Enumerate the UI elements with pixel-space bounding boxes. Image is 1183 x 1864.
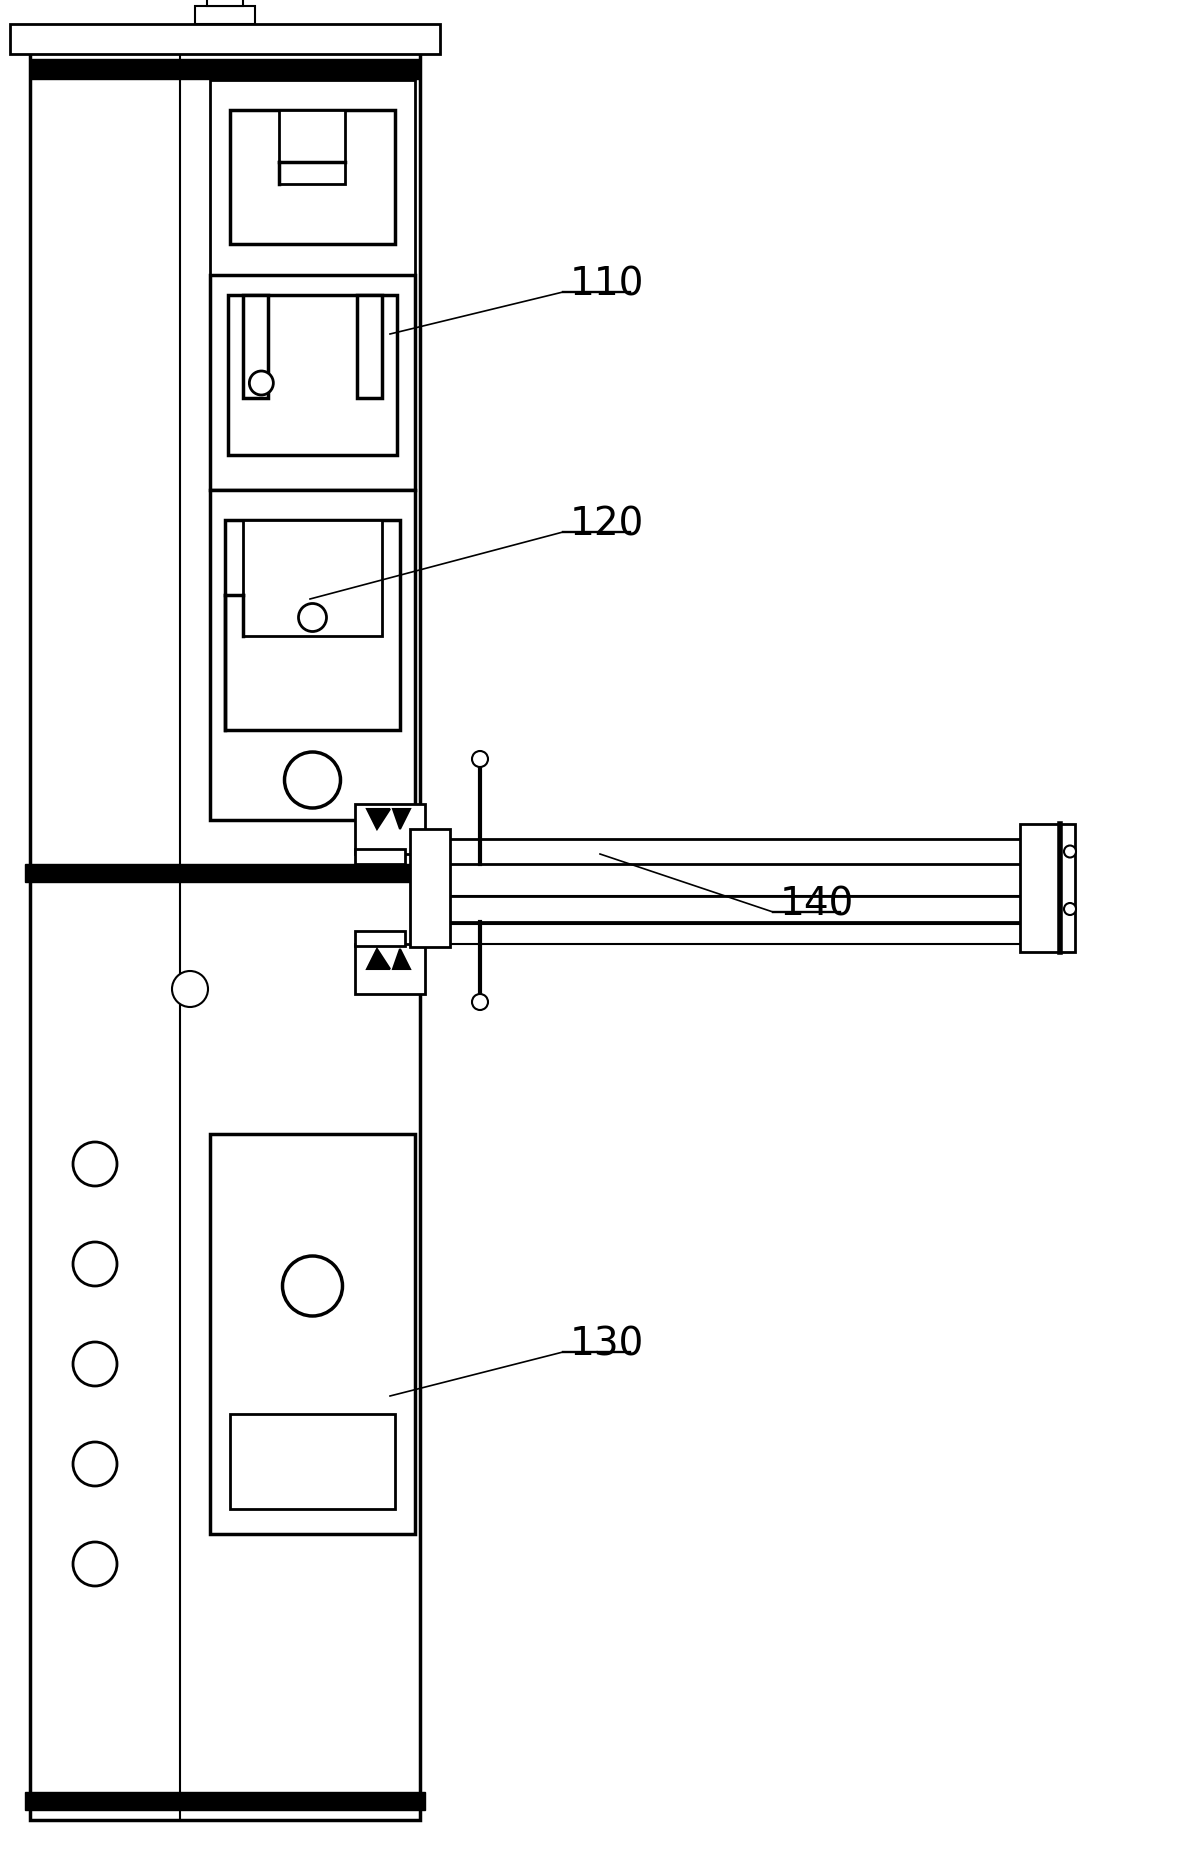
Circle shape	[283, 1256, 343, 1316]
Bar	[25, 1791, 425, 1810]
Bar	[30, 60, 420, 78]
Bar	[30, 45, 420, 1819]
Bar	[355, 930, 405, 947]
Circle shape	[298, 604, 327, 632]
Bar	[211, 276, 415, 490]
Bar	[355, 848, 405, 865]
Bar	[411, 829, 450, 947]
Bar	[425, 897, 1040, 923]
Circle shape	[73, 1443, 117, 1486]
Text: 140: 140	[780, 885, 854, 923]
Text: 120: 120	[570, 505, 645, 542]
Text: 130: 130	[570, 1325, 645, 1363]
Bar	[230, 110, 395, 244]
Circle shape	[1064, 846, 1077, 857]
Circle shape	[472, 751, 489, 766]
Bar	[425, 839, 1040, 865]
Circle shape	[73, 1241, 117, 1286]
Bar	[356, 295, 382, 399]
Circle shape	[73, 1542, 117, 1586]
Polygon shape	[393, 949, 411, 969]
Bar	[279, 110, 345, 185]
Circle shape	[284, 751, 341, 807]
Circle shape	[1064, 902, 1077, 915]
Bar	[355, 943, 425, 994]
Polygon shape	[393, 809, 411, 829]
Bar	[1020, 824, 1075, 953]
Bar	[211, 80, 415, 304]
Circle shape	[472, 994, 489, 1010]
Polygon shape	[367, 809, 390, 829]
Bar	[25, 865, 425, 882]
Circle shape	[73, 1342, 117, 1387]
Bar	[225, 520, 400, 731]
Circle shape	[250, 371, 273, 395]
Circle shape	[172, 971, 208, 1007]
Bar	[355, 803, 425, 854]
Bar	[425, 925, 1040, 943]
Bar	[228, 295, 397, 455]
Bar	[244, 295, 269, 399]
Bar	[211, 490, 415, 820]
Bar	[9, 24, 440, 54]
Bar	[230, 1415, 395, 1510]
Polygon shape	[367, 949, 390, 969]
Text: 110: 110	[570, 265, 645, 304]
Bar	[211, 1133, 415, 1534]
Bar	[195, 6, 256, 24]
Circle shape	[73, 1143, 117, 1186]
Bar	[207, 0, 243, 6]
Bar	[243, 520, 382, 636]
